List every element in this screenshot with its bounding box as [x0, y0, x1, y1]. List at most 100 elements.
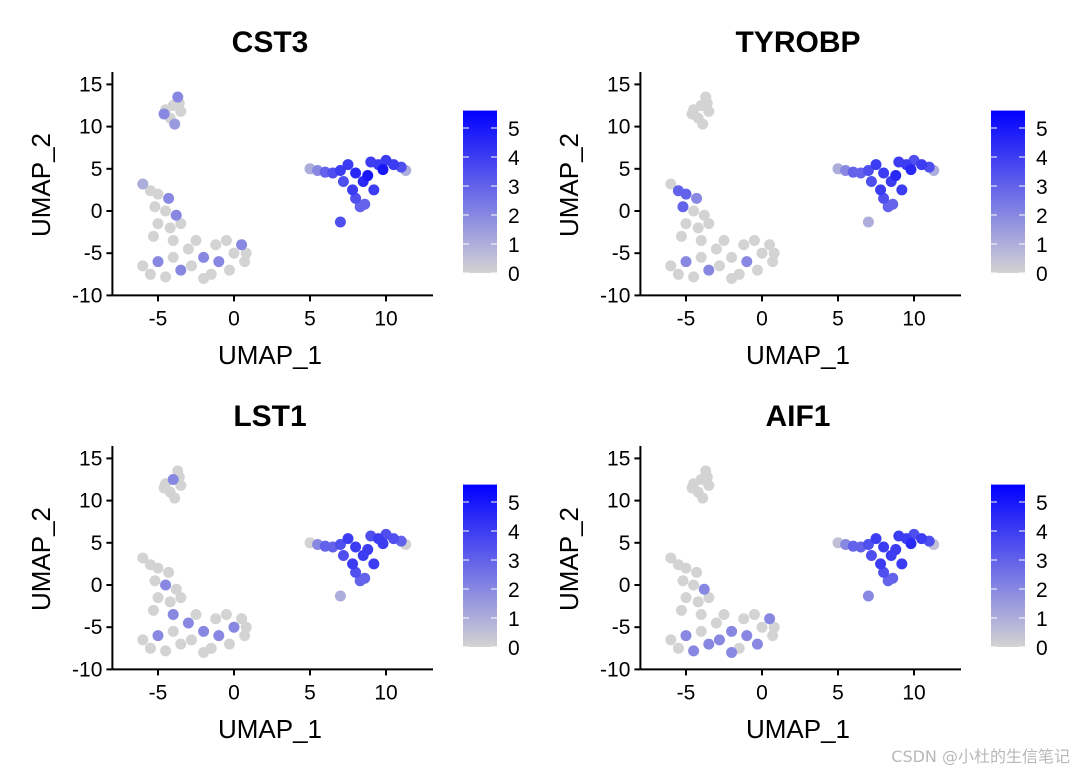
- cell-point: [137, 552, 149, 564]
- x-axis-label: UMAP_1: [746, 340, 850, 370]
- cell-point: [347, 558, 359, 570]
- cell-point: [680, 256, 692, 268]
- colorbar-tick-label: 3: [1036, 550, 1048, 573]
- cell-point: [334, 590, 346, 602]
- cell-point: [697, 492, 709, 504]
- cell-point: [158, 482, 170, 494]
- cell-point: [160, 205, 172, 217]
- y-tick-label: 15: [79, 447, 102, 470]
- cell-point: [764, 613, 776, 625]
- cell-point: [152, 562, 164, 574]
- cell-point: [164, 596, 176, 608]
- cell-point: [182, 243, 194, 255]
- cell-point: [726, 647, 738, 659]
- cell-point: [220, 609, 232, 621]
- colorbar-tick-label: 3: [508, 176, 520, 199]
- cell-point: [701, 471, 713, 483]
- x-tick-label: 0: [756, 681, 768, 704]
- y-tick-label: -5: [612, 242, 631, 265]
- cell-point: [359, 572, 371, 584]
- cell-point: [210, 613, 222, 625]
- points: [137, 91, 412, 285]
- panel-aif1: AIF1 -5 0 5 10 -10 -5 0 5 10 15 UMAP_1 UMAP_2 0 1 2 3 4 5: [554, 400, 1048, 744]
- cell-point: [665, 178, 677, 190]
- cell-point: [362, 170, 374, 182]
- cell-point: [862, 216, 874, 228]
- cell-point: [665, 260, 677, 272]
- cell-point: [692, 596, 704, 608]
- cell-point: [170, 209, 182, 221]
- cell-point: [695, 609, 707, 621]
- cell-point: [175, 638, 187, 650]
- cell-point: [160, 645, 172, 657]
- cell-point: [875, 558, 887, 570]
- cell-point: [710, 243, 722, 255]
- cell-point: [149, 575, 161, 587]
- cell-point: [726, 251, 738, 263]
- y-tick-label: -10: [72, 658, 102, 681]
- cell-point: [350, 192, 362, 204]
- y-tick-label: 0: [619, 574, 631, 597]
- cell-point: [175, 218, 187, 230]
- colorbar-tick-label: 2: [508, 205, 520, 228]
- cell-point: [198, 625, 210, 637]
- cell-point: [152, 218, 164, 230]
- y-tick-label: -5: [84, 242, 103, 265]
- cell-point: [703, 479, 715, 491]
- y-tick-label: 0: [91, 574, 103, 597]
- cell-point: [692, 222, 704, 234]
- cell-point: [686, 482, 698, 494]
- colorbar-tick-label: 4: [1036, 147, 1048, 170]
- cell-point: [862, 164, 874, 176]
- cell-point: [152, 188, 164, 200]
- cell-point: [239, 630, 251, 642]
- cell-point: [167, 235, 179, 247]
- colorbar: [991, 110, 1025, 273]
- watermark: CSDN @小杜的生信笔记: [891, 747, 1070, 766]
- cell-point: [160, 579, 172, 591]
- cell-point: [675, 230, 687, 242]
- cell-point: [240, 247, 252, 259]
- x-tick-label: 0: [756, 307, 768, 330]
- x-tick-label: 0: [228, 307, 240, 330]
- colorbar-tick-label: 2: [1036, 205, 1048, 228]
- cell-point: [767, 256, 779, 268]
- cell-point: [862, 590, 874, 602]
- x-tick-label: -5: [149, 307, 168, 330]
- x-tick-label: 10: [374, 681, 397, 704]
- y-tick-label: -5: [612, 616, 631, 639]
- y-axis-label: UMAP_2: [554, 507, 584, 611]
- cell-point: [377, 538, 389, 550]
- cell-point: [347, 184, 359, 196]
- cell-point: [198, 647, 210, 659]
- cell-point: [359, 198, 371, 210]
- cell-point: [691, 566, 703, 578]
- y-tick-label: -10: [600, 284, 630, 307]
- cell-point: [695, 235, 707, 247]
- y-tick-label: 0: [619, 200, 631, 223]
- cell-point: [167, 474, 179, 485]
- cell-point: [677, 201, 689, 213]
- cell-point: [718, 235, 730, 247]
- cell-point: [152, 592, 164, 604]
- cell-point: [870, 159, 882, 171]
- cell-point: [738, 239, 750, 251]
- y-tick-label: 5: [91, 532, 103, 555]
- cell-point: [182, 617, 194, 629]
- colorbar-tick-label: 2: [508, 579, 520, 602]
- cell-point: [713, 260, 725, 272]
- cell-point: [239, 256, 251, 268]
- cell-point: [350, 167, 362, 179]
- cell-point: [350, 566, 362, 578]
- cell-point: [672, 642, 684, 654]
- cell-point: [223, 638, 235, 650]
- cell-point: [887, 198, 899, 210]
- colorbar-tick-label: 5: [1036, 492, 1048, 515]
- cell-point: [916, 159, 928, 171]
- x-tick-label: 10: [374, 307, 397, 330]
- cell-point: [144, 268, 156, 280]
- cell-point: [688, 579, 700, 591]
- cell-point: [672, 268, 684, 280]
- cell-point: [160, 271, 172, 283]
- panel-title: TYROBP: [735, 26, 860, 59]
